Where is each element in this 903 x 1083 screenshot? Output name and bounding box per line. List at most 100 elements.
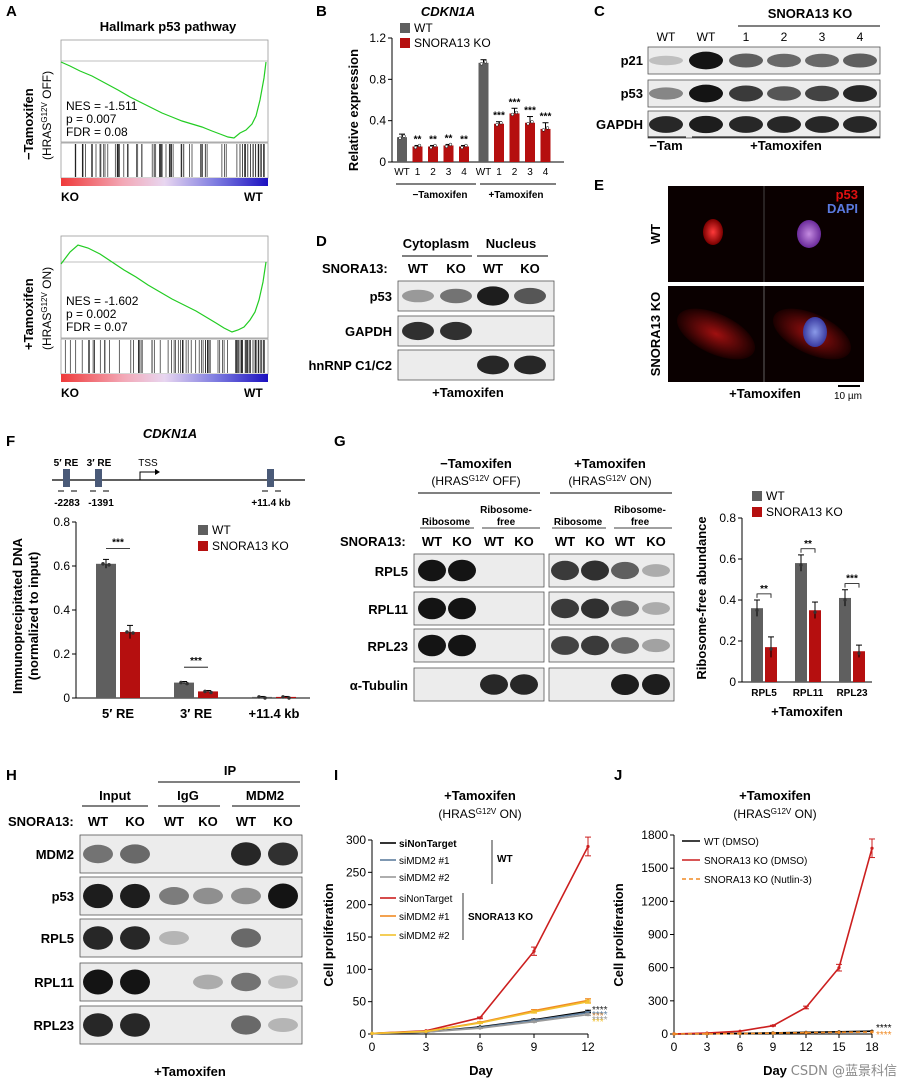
f-legend-wt: WT [212,523,231,537]
y-tick-label: 0.2 [53,647,70,661]
g-left-band [418,634,446,657]
c-p53-band [649,87,683,100]
d-lane-labels: WT KO WT KO [408,261,540,276]
i-subtitle: (HRASG12V ON) [438,807,521,821]
y-tick-label: 250 [346,865,366,879]
x-tick-label: 5′ RE [102,706,134,721]
data-point [545,126,550,130]
h-row-band [83,844,113,864]
bar [120,632,140,698]
chart-g: 0 0.2 0.4 0.6 0.8 ** RPL5 ** RPL11 *** RPL23 [719,511,872,699]
significance-mark: *** [846,574,858,585]
gsea-ko-label-top: KO [61,190,79,204]
e-wt-nucleus-p53 [703,219,723,245]
data-point [281,695,285,699]
data-point [672,1032,676,1036]
data-point [131,631,135,635]
data-point [478,1021,482,1025]
gsea-side-sub-top: (HRASG12V OFF) [40,71,54,160]
c-row-label: p53 [621,86,643,101]
y-tick-label: 300 [346,833,366,847]
c-p21-band [729,53,763,68]
data-point [185,681,189,686]
c-p21-band [805,53,839,68]
data-point [769,647,773,651]
data-point [417,143,422,148]
y-tick-label: 1800 [641,828,668,842]
legend-label: siNonTarget [399,839,457,850]
j-legend: WT (DMSO) SNORA13 KO (DMSO) SNORA13 KO (Nu… [682,837,892,1041]
h-lane-labels: WT KO WT KO WT KO [88,814,293,829]
x-tick-label: RPL23 [836,688,868,699]
x-tick-label: 0 [671,1040,678,1054]
x-tick-label: 12 [799,1040,813,1054]
g-left-band [418,597,446,620]
gsea-side-sub-bottom: (HRASG12V ON) [40,267,54,350]
panel-d: D Cytoplasm Nucleus SNORA13: WT KO WT KO p5… [308,233,555,400]
h-row-band [268,975,298,989]
significance-mark: **** [876,1023,892,1034]
bar [765,647,777,682]
data-point [370,1031,374,1035]
panel-letter-j: J [614,767,622,784]
f-legend-swatch-wt [198,525,208,535]
g-row-label: α-Tubulin [350,678,408,693]
data-point [398,136,402,140]
bar [478,62,489,162]
g-right-band [551,598,579,619]
y-tick-label: 0.2 [719,634,736,648]
significance-mark: ** [445,133,453,144]
data-point [532,1020,536,1024]
x-tick-label: 0 [369,1040,376,1054]
d-row-band [477,355,509,375]
e-condition: +Tamoxifen [729,386,801,401]
e-ko-cell-p53 [677,308,755,360]
panel-letter-a: A [6,3,17,20]
bar [397,137,407,162]
g-right-band [642,673,670,696]
f-re3-label: 3′ RE [87,458,112,469]
y-tick-label: 0 [661,1027,668,1041]
x-tick-label: WT [394,167,410,178]
h-row-band [231,842,261,866]
y-tick-label: 0.6 [719,552,736,566]
panel-f: F CDKN1A 5′ RE 3′ RE TSS -2283 -1391 +11… [6,426,310,721]
gsea-ko-label-bottom: KO [61,386,79,400]
d-row-band [477,286,509,306]
panel-letter-d: D [316,233,327,250]
e-p53-label: p53 [836,187,858,202]
g-left-band [510,674,538,695]
g-plus-title: +Tamoxifen [574,456,646,471]
y-tick-label: 0.8 [719,511,736,525]
gsea-enrichment-curve-bottom [60,244,267,333]
data-point [738,1029,742,1033]
g-lane-label: KO [646,534,666,549]
gsea-fdr-top: FDR = 0.08 [66,125,128,139]
bar [428,146,438,162]
watermark: CSDN @蓝景科信 [791,1064,897,1079]
data-point [499,121,503,125]
c-gapdh-band [689,115,723,134]
panel-letter-c: C [594,3,605,20]
h-lane-label: WT [164,814,184,829]
significance-mark: *** [190,656,202,667]
significance-mark: *** [112,537,124,548]
c-minus-tam: −Tam [649,138,682,153]
gsea-plot-top: NES = -1.511 p = 0.007 FDR = 0.08 KO WT … [21,39,269,204]
gsea-side-label-bottom: +Tamoxifen [21,278,36,350]
h-row-label: p53 [52,889,74,904]
g-ribosome-minus: Ribosome [422,517,471,528]
y-tick-label: 0 [359,1027,366,1041]
legend-label: siMDM2 #1 [399,912,450,923]
y-tick-label: 0.8 [53,515,70,529]
significance-mark: *** [509,97,521,108]
g-right-band [551,636,579,655]
g-lane-labels: WT WT KO KO WT WT KO KO [422,534,666,549]
i-group-wt: WT [497,854,513,865]
g-ribofree-minus-1: Ribosome- [480,505,532,516]
h-lane-label: WT [236,814,256,829]
panel-letter-i: I [334,767,338,784]
g-ribosome-plus: Ribosome [554,517,603,528]
significance-mark: ** [804,539,812,550]
data-point [209,690,213,695]
